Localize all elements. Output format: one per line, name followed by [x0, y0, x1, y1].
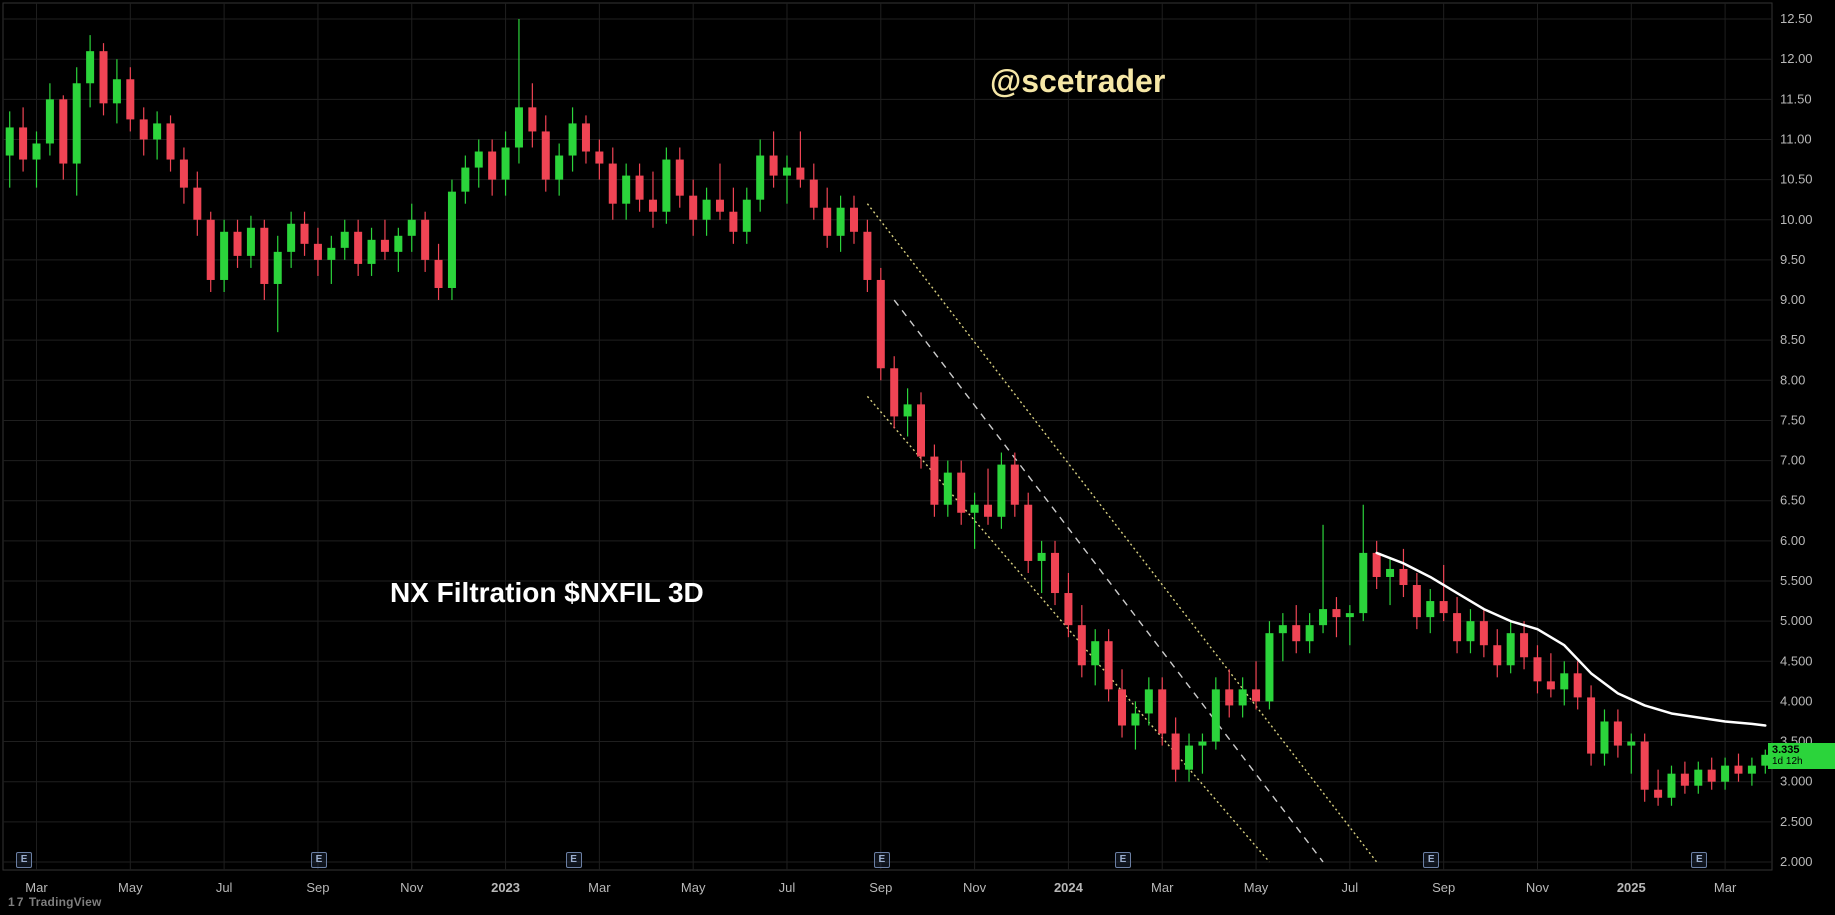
svg-text:7.50: 7.50: [1780, 412, 1805, 427]
svg-text:5.000: 5.000: [1780, 613, 1813, 628]
svg-text:Mar: Mar: [1151, 880, 1174, 895]
svg-text:2023: 2023: [491, 880, 520, 895]
svg-text:May: May: [1244, 880, 1269, 895]
last-price-countdown: 1d 12h: [1772, 756, 1831, 768]
axis-layer: 2.0002.5003.0003.5004.0004.5005.0005.500…: [0, 0, 1835, 915]
earnings-marker[interactable]: E: [1115, 852, 1131, 868]
earnings-marker[interactable]: E: [1423, 852, 1439, 868]
svg-text:9.50: 9.50: [1780, 252, 1805, 267]
earnings-marker[interactable]: E: [1691, 852, 1707, 868]
svg-text:9.00: 9.00: [1780, 292, 1805, 307]
svg-text:Mar: Mar: [588, 880, 611, 895]
svg-text:4.000: 4.000: [1780, 693, 1813, 708]
earnings-marker[interactable]: E: [16, 852, 32, 868]
svg-text:8.50: 8.50: [1780, 332, 1805, 347]
svg-text:12.00: 12.00: [1780, 51, 1813, 66]
chart-pane[interactable]: 2.0002.5003.0003.5004.0004.5005.0005.500…: [0, 0, 1835, 915]
svg-text:Sep: Sep: [1432, 880, 1455, 895]
svg-text:May: May: [681, 880, 706, 895]
earnings-marker[interactable]: E: [566, 852, 582, 868]
svg-text:Mar: Mar: [1714, 880, 1737, 895]
svg-text:4.500: 4.500: [1780, 653, 1813, 668]
svg-text:11.00: 11.00: [1780, 131, 1812, 146]
svg-text:3.000: 3.000: [1780, 774, 1813, 789]
svg-text:2024: 2024: [1054, 880, 1084, 895]
earnings-marker[interactable]: E: [874, 852, 890, 868]
svg-text:Jul: Jul: [216, 880, 233, 895]
svg-text:2.000: 2.000: [1780, 854, 1813, 869]
svg-text:10.00: 10.00: [1780, 212, 1813, 227]
svg-text:11.50: 11.50: [1780, 91, 1812, 106]
svg-text:Nov: Nov: [963, 880, 987, 895]
last-price-tag: 3.335 1d 12h: [1768, 743, 1835, 769]
svg-text:Jul: Jul: [779, 880, 796, 895]
svg-text:2.500: 2.500: [1780, 814, 1813, 829]
svg-text:8.00: 8.00: [1780, 372, 1805, 387]
svg-text:Nov: Nov: [400, 880, 424, 895]
svg-text:Nov: Nov: [1526, 880, 1550, 895]
svg-text:5.500: 5.500: [1780, 573, 1813, 588]
svg-text:10.50: 10.50: [1780, 172, 1813, 187]
svg-text:Sep: Sep: [306, 880, 329, 895]
svg-text:Sep: Sep: [869, 880, 892, 895]
tradingview-logo: 17 TradingView: [8, 895, 102, 909]
svg-text:6.50: 6.50: [1780, 493, 1805, 508]
svg-text:Mar: Mar: [25, 880, 48, 895]
svg-text:2025: 2025: [1617, 880, 1646, 895]
svg-text:7.00: 7.00: [1780, 453, 1805, 468]
svg-text:12.50: 12.50: [1780, 11, 1813, 26]
svg-text:May: May: [118, 880, 143, 895]
svg-text:Jul: Jul: [1342, 880, 1359, 895]
earnings-marker[interactable]: E: [311, 852, 327, 868]
svg-text:6.00: 6.00: [1780, 533, 1805, 548]
last-price-value: 3.335: [1772, 744, 1800, 756]
